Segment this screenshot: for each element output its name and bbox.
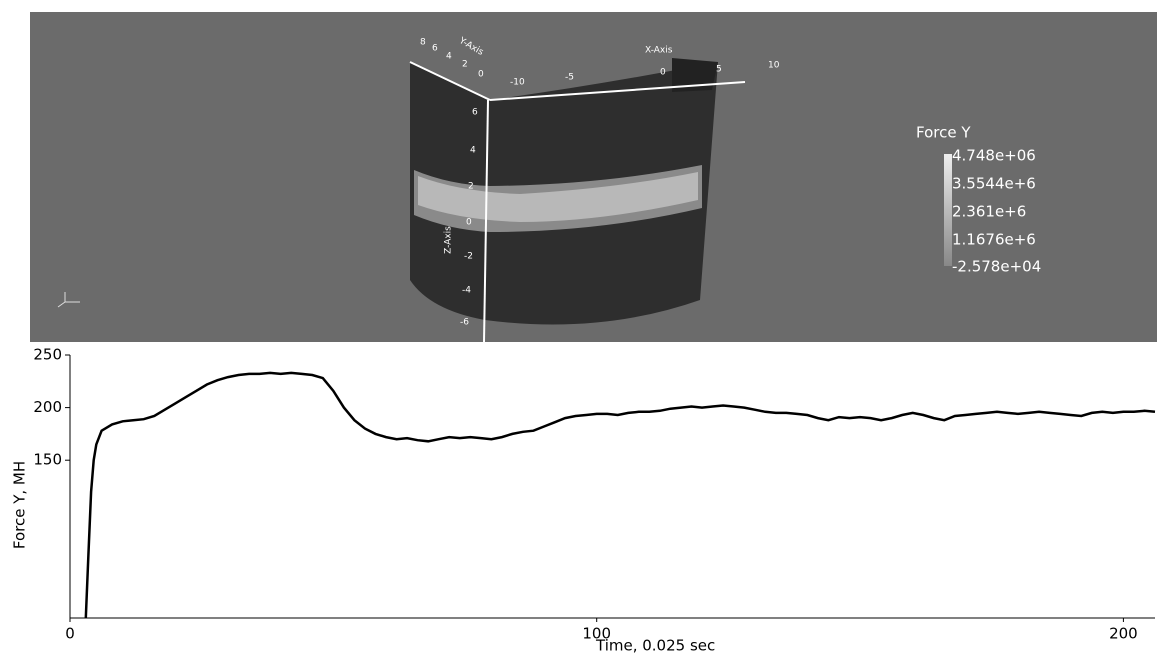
page: X-Axis Y-Axis Z-Axis -10 -5 0 5 10 8 6 4… (0, 0, 1157, 657)
x-axis-title: X-Axis (645, 46, 673, 56)
y-tick-label: 8 (420, 38, 426, 48)
colorbar-label: 3.5544e+6 (952, 175, 1036, 193)
y-tick-label: 150 (33, 451, 62, 469)
x-tick-label: 0 (660, 68, 666, 78)
colorbar (944, 154, 952, 266)
colorbar-label: 4.748e+06 (952, 147, 1036, 165)
x-tick-label: 0 (65, 625, 75, 643)
z-axis-title: Z-Axis (444, 226, 454, 254)
colorbar-title: Force Y (916, 124, 971, 142)
x-tick-label: 200 (1109, 625, 1138, 643)
z-tick-label: -6 (460, 318, 469, 328)
z-tick-label: 6 (472, 108, 478, 118)
y-tick-label: 0 (478, 70, 484, 80)
y-tick-label: 4 (446, 52, 452, 62)
x-tick-label: -5 (565, 73, 574, 83)
y-tick-label: 200 (33, 398, 62, 416)
z-tick-label: 0 (466, 218, 472, 228)
colorbar-label: 2.361e+6 (952, 203, 1026, 221)
colorbar-label: -2.578e+04 (952, 258, 1041, 276)
render-view: X-Axis Y-Axis Z-Axis -10 -5 0 5 10 8 6 4… (30, 12, 1157, 342)
x-tick-label: 100 (582, 625, 611, 643)
x-tick-label: -10 (510, 78, 525, 88)
y-tick-label: 2 (462, 60, 468, 70)
z-tick-label: 2 (468, 182, 474, 192)
y-tick-label: 6 (432, 44, 438, 54)
z-tick-label: -2 (464, 252, 473, 262)
z-tick-label: -4 (462, 286, 471, 296)
y-axis-label: Force Y, MH (11, 461, 29, 549)
x-tick-label: 10 (768, 61, 780, 71)
y-tick-label: 250 (33, 346, 62, 364)
colorbar-label: 1.1676e+6 (952, 231, 1036, 249)
data-line (86, 373, 1155, 618)
x-axis-label: Time, 0.025 sec (595, 637, 715, 655)
x-tick-label: 5 (716, 65, 722, 75)
z-tick-label: 4 (470, 146, 476, 156)
